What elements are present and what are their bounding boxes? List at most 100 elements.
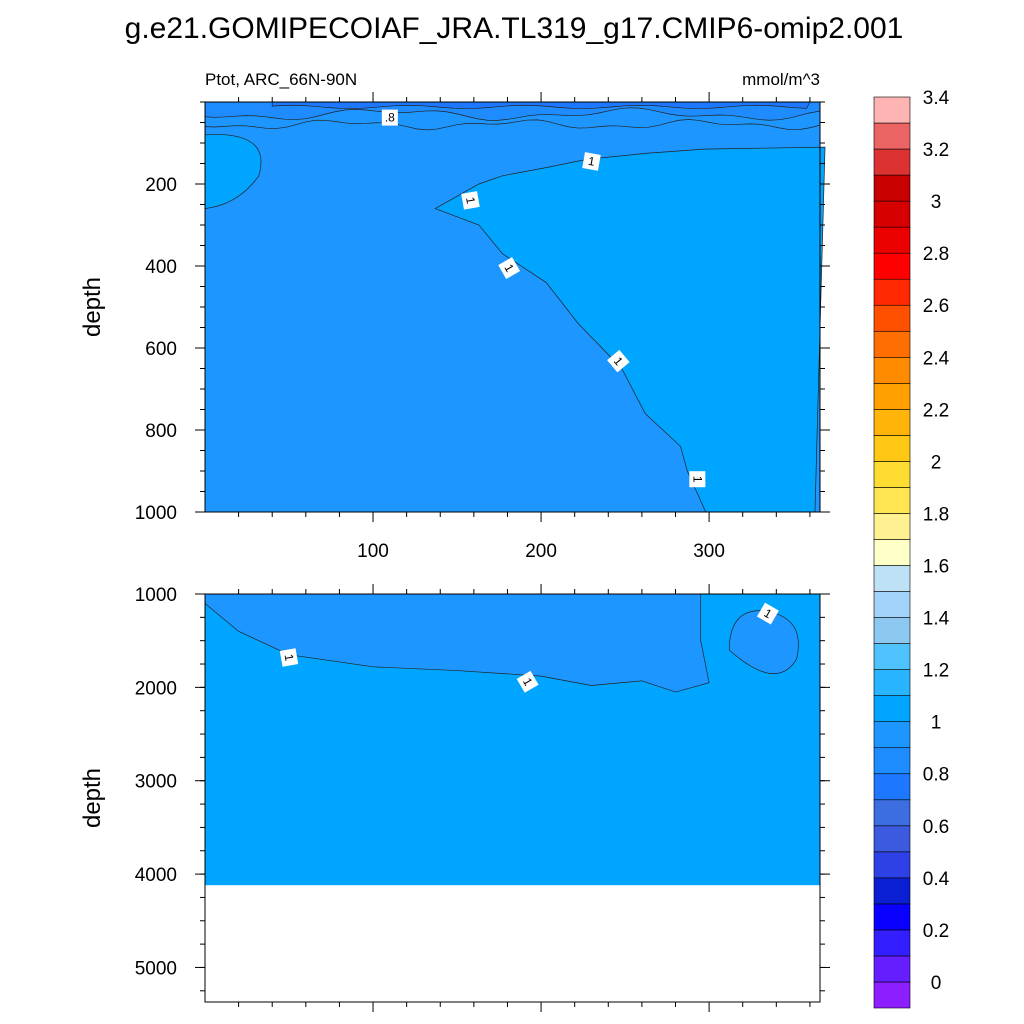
- contour-label: 1: [498, 257, 521, 279]
- colorbar-label: 2.4: [923, 348, 950, 369]
- colorbar-swatch: [873, 174, 911, 202]
- colorbar-swatch: [873, 96, 911, 124]
- colorbar-swatch: [873, 929, 911, 957]
- colorbar-label: 0.4: [923, 869, 950, 890]
- colorbar-swatch: [873, 747, 911, 775]
- contour-label-box: [607, 349, 630, 373]
- colorbar-label: 0: [931, 973, 942, 994]
- y-tick-label: 600: [145, 339, 177, 360]
- y-tick-label: 200: [145, 175, 177, 196]
- contour-label: .8: [381, 109, 398, 126]
- plot-frame: [204, 593, 821, 1003]
- y-tick-label: 4000: [135, 865, 177, 886]
- variable-label: Ptot, ARC_66N-90N: [205, 70, 357, 89]
- lower-panel: 1 1 1 1000 2000 3000 4000 5000 depth: [79, 584, 830, 1012]
- colorbar-swatch: [873, 487, 911, 514]
- y-axis-label: depth: [79, 277, 106, 337]
- colorbar-swatch: [873, 252, 911, 280]
- contour-label-text: .8: [385, 111, 395, 125]
- contour-label: 1: [461, 191, 480, 210]
- colorbar-swatch: [873, 851, 911, 879]
- colorbar-swatch: [873, 565, 911, 592]
- colorbar-label: 1.8: [923, 504, 949, 525]
- colorbar-swatch: [873, 461, 911, 488]
- colorbar-swatch: [873, 278, 911, 306]
- colorbar-swatch: [873, 383, 911, 410]
- colorbar-label: 3.2: [923, 140, 949, 161]
- x-tick-label: 200: [525, 541, 557, 562]
- contour-label-box: [498, 257, 521, 279]
- contour-label-box: [582, 152, 601, 171]
- colorbar-swatch: [873, 304, 911, 332]
- fill-region: [204, 593, 710, 693]
- contour-label: 1: [516, 670, 539, 693]
- y-tick-label: 1000: [135, 585, 177, 606]
- contour-label-text: 1: [282, 653, 297, 662]
- colorbar-label: 0.6: [923, 817, 949, 838]
- contour-label: 1: [689, 471, 706, 488]
- y-tick-label: 2000: [135, 678, 177, 699]
- colorbar-label: 0.8: [923, 765, 949, 786]
- colorbar-label: 2: [931, 452, 942, 473]
- colorbar-swatch: [873, 643, 911, 670]
- colorbar-swatch: [873, 513, 911, 540]
- fill-region: [204, 134, 262, 209]
- colorbar-swatch: [873, 200, 911, 228]
- colorbar-label: 3.4: [923, 88, 950, 109]
- seafloor-mask: [205, 885, 820, 1002]
- contour-label: 1: [756, 602, 779, 625]
- colorbar-swatch: [873, 695, 911, 722]
- colorbar-swatch: [873, 226, 911, 254]
- colorbar-swatch: [873, 825, 911, 853]
- units-label: mmol/m^3: [742, 70, 820, 89]
- colorbar-swatch: [873, 435, 911, 462]
- y-tick-label: 400: [145, 257, 177, 278]
- fill-region: [728, 610, 799, 674]
- colorbar-swatch: [873, 981, 911, 1009]
- contour-label: 1: [279, 648, 299, 667]
- colorbar-swatch: [873, 330, 911, 358]
- colorbar-swatch: [873, 955, 911, 983]
- colorbar-label: 0.2: [923, 921, 949, 942]
- contour-label-box: [516, 670, 539, 693]
- contour-label-box: [461, 191, 480, 210]
- colorbar-swatch: [873, 799, 911, 827]
- colorbar-swatch: [873, 617, 911, 644]
- colorbar-swatch: [873, 721, 911, 749]
- colorbar-label: 2.2: [923, 400, 949, 421]
- contour-label-text: 1: [587, 154, 596, 169]
- contour-label-box: [689, 471, 706, 488]
- fill-region: [271, 101, 811, 109]
- contour-label-text: 1: [690, 476, 704, 483]
- colorbar-label: 1.2: [923, 661, 949, 682]
- colorbar-swatch: [873, 148, 911, 176]
- contour-label-text: 1: [463, 196, 478, 205]
- colorbar: 0 0.2 0.4 0.6 0.8 1 1.2 1.4 1.6 1.8 2 2.2 2.4 2.6 2.8 3…: [873, 88, 950, 1009]
- colorbar-swatch: [873, 409, 911, 436]
- y-axis-label: depth: [79, 768, 106, 828]
- y-tick-label: 800: [145, 421, 177, 442]
- contour-label-box: [381, 109, 398, 126]
- colorbar-swatch: [873, 122, 911, 150]
- contour-label-box: [279, 648, 299, 667]
- colorbar-swatch: [873, 903, 911, 931]
- colorbar-swatch: [873, 356, 911, 384]
- y-tick-label: 3000: [135, 772, 177, 793]
- colorbar-label: 1.6: [923, 557, 949, 578]
- contour-label-box: [756, 602, 779, 625]
- colorbar-label: 3: [931, 192, 942, 213]
- figure-title: g.e21.GOMIPECOIAF_JRA.TL319_g17.CMIP6-om…: [125, 12, 904, 45]
- contour-label: 1: [582, 152, 601, 171]
- colorbar-swatch: [873, 773, 911, 801]
- colorbar-swatch: [873, 591, 911, 618]
- colorbar-swatch: [873, 669, 911, 696]
- contour-label: 1: [607, 349, 630, 373]
- colorbar-label: 1: [931, 713, 942, 734]
- y-tick-label: 5000: [135, 958, 177, 979]
- x-tick-label: 100: [357, 541, 389, 562]
- colorbar-swatch: [873, 877, 911, 905]
- upper-panel: .8 1 1 1 1 1 200 400 600 800 1000 depth 100 200 300: [79, 92, 830, 562]
- colorbar-label: 2.8: [923, 244, 949, 265]
- colorbar-label: 1.4: [923, 609, 950, 630]
